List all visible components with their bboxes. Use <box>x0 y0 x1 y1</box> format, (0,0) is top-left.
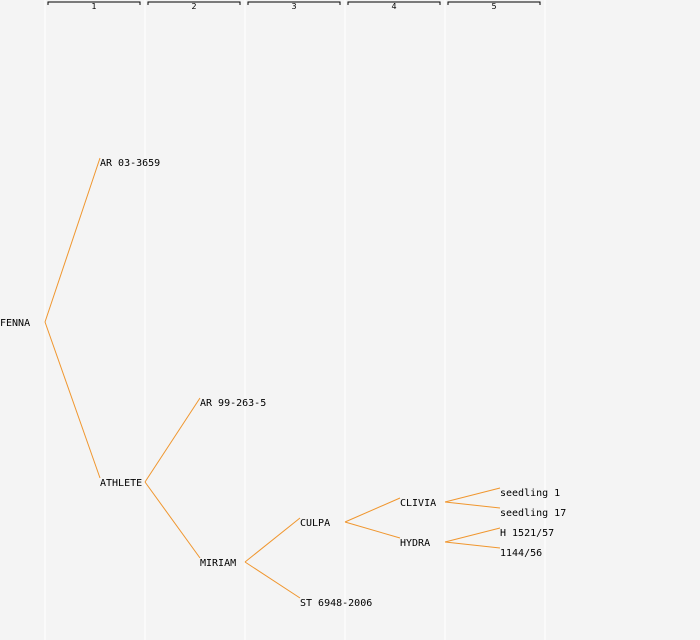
node-label-ar-99-263-5[interactable]: AR 99-263-5 <box>200 398 266 409</box>
generation-bracket <box>247 1 341 5</box>
pedigree-edge <box>444 501 501 509</box>
node-label-miriam[interactable]: MIRIAM <box>200 558 236 569</box>
pedigree-edge <box>444 527 501 543</box>
generation-number: 2 <box>191 2 196 11</box>
node-label-st-6948-2006[interactable]: ST 6948-2006 <box>300 598 372 609</box>
pedigree-edge <box>44 157 101 323</box>
pedigree-edge <box>144 397 201 483</box>
generation-number: 5 <box>491 2 496 11</box>
node-label-clivia[interactable]: CLIVIA <box>400 498 436 509</box>
generation-number: 1 <box>91 2 96 11</box>
pedigree-edge <box>244 517 301 563</box>
node-label-athlete[interactable]: ATHLETE <box>100 478 142 489</box>
pedigree-edge <box>344 497 401 523</box>
pedigree-edge <box>444 541 501 549</box>
node-label-seedling-1[interactable]: seedling 1 <box>500 488 560 499</box>
pedigree-edge <box>244 561 301 599</box>
generation-bracket <box>47 1 141 5</box>
pedigree-edges <box>44 157 501 599</box>
generation-columns: 1 2 3 4 5 <box>44 0 546 640</box>
generation-number: 3 <box>291 2 296 11</box>
node-label-fenna[interactable]: FENNA <box>0 318 30 329</box>
pedigree-edge <box>44 321 101 479</box>
node-label-seedling-17[interactable]: seedling 17 <box>500 508 566 519</box>
pedigree-edge <box>444 487 501 503</box>
generation-bracket <box>147 1 241 5</box>
pedigree-edge <box>344 521 401 539</box>
node-label-culpa[interactable]: CULPA <box>300 518 330 529</box>
pedigree-edge <box>144 481 201 559</box>
node-label-ar-03-3659[interactable]: AR 03-3659 <box>100 158 160 169</box>
pedigree-nodes: FENNA AR 03-3659 ATHLETE AR 99-263-5 MIRIAM C… <box>0 158 566 609</box>
node-label-h-1521-57[interactable]: H 1521/57 <box>500 528 554 539</box>
generation-number: 4 <box>391 2 396 11</box>
node-label-hydra[interactable]: HYDRA <box>400 538 430 549</box>
generation-bracket <box>347 1 441 5</box>
node-label-1144-56[interactable]: 1144/56 <box>500 548 542 559</box>
generation-bracket <box>447 1 541 5</box>
